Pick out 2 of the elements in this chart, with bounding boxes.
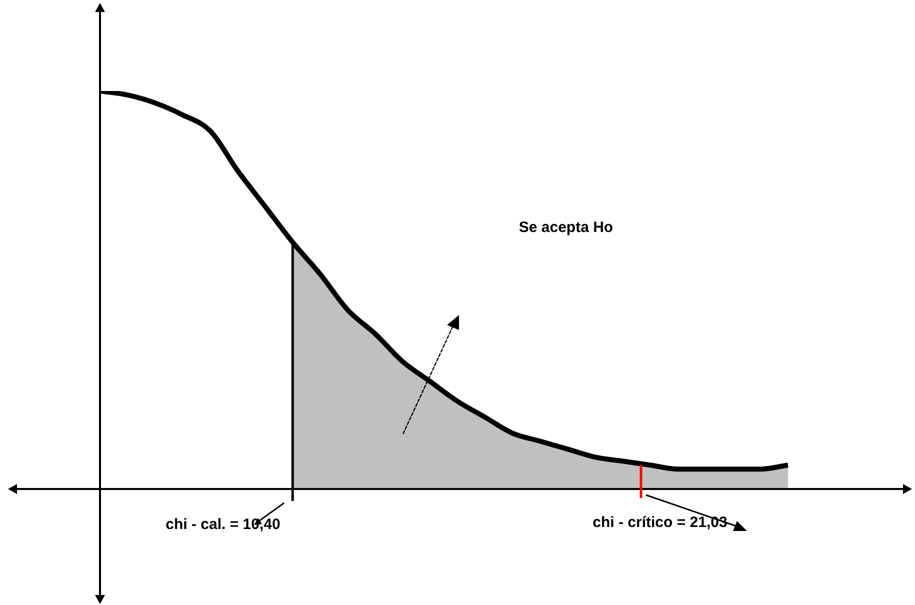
annotation: Se acepta Ho bbox=[518, 219, 614, 236]
text: chi - cal. = 10,40 bbox=[166, 516, 280, 534]
